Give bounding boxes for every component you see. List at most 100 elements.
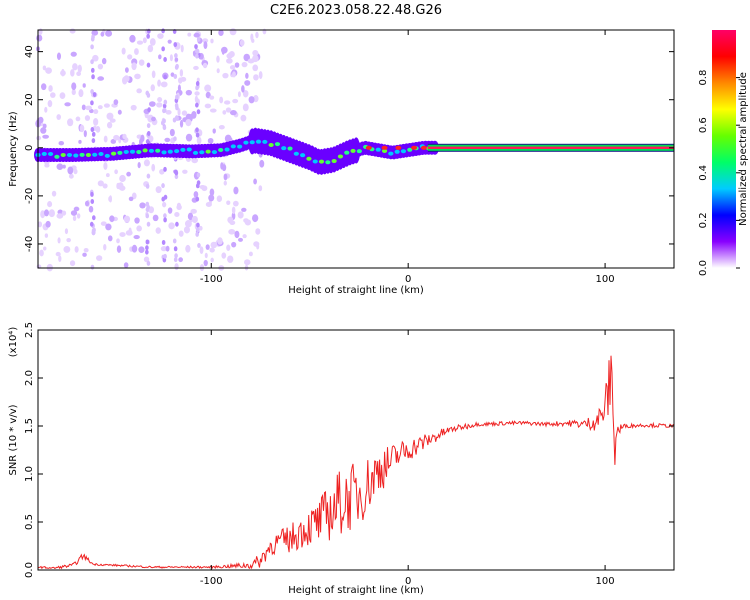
speckle-mark xyxy=(125,230,133,236)
spectrogram-panel: -100 0 100 -40 -20 0 20 40 Height of straight l… xyxy=(8,28,675,296)
speckle-mark xyxy=(63,246,71,253)
ridge-core-mark xyxy=(192,150,199,155)
speckle-mark xyxy=(181,110,188,116)
ridge-core-mark xyxy=(274,142,281,147)
ridge-core-mark xyxy=(111,151,117,156)
speckle-mark xyxy=(45,220,51,228)
speckle-mark xyxy=(43,246,47,251)
speckle-mark xyxy=(237,91,241,98)
speckle-mark xyxy=(204,103,212,109)
snr-ytick-label: 0.5 xyxy=(24,514,35,530)
streak-mark xyxy=(90,198,95,204)
speckle-mark xyxy=(191,157,199,164)
streak-mark xyxy=(174,102,179,108)
speckle-mark xyxy=(220,162,224,170)
snr-panel: -100 0 100 0.0 0.5 1.0 1.5 2.0 2.5 Height of str… xyxy=(8,322,675,596)
ridge-core-mark xyxy=(407,147,413,152)
streak-mark xyxy=(145,213,150,219)
speckle-mark xyxy=(234,230,240,239)
speckle-mark xyxy=(162,201,167,208)
speckle-mark xyxy=(185,133,193,142)
ridge-core-mark xyxy=(54,154,60,159)
speckle-mark xyxy=(61,210,67,216)
speckle-mark xyxy=(178,257,183,263)
speckle-mark xyxy=(83,248,89,253)
streak-mark xyxy=(89,221,94,227)
speckle-mark xyxy=(106,121,113,129)
speckle-mark xyxy=(76,213,81,219)
speckle-mark xyxy=(199,185,206,190)
speckle-mark xyxy=(178,230,184,237)
ridge-core-mark xyxy=(230,144,236,149)
speckle-mark xyxy=(116,182,121,190)
speckle-mark xyxy=(50,92,56,98)
hot-spot-mark xyxy=(411,145,418,150)
speckle-mark xyxy=(165,245,170,252)
ridge-core-mark xyxy=(224,147,230,152)
speckle-mark xyxy=(51,190,57,197)
ridge-core-mark xyxy=(205,149,211,154)
streak-mark xyxy=(161,28,165,34)
speckle-mark xyxy=(228,228,236,235)
speckle-mark xyxy=(42,65,47,71)
speckle-mark xyxy=(81,104,86,111)
streak-mark xyxy=(146,33,150,39)
speckle-mark xyxy=(70,210,78,216)
speckle-mark xyxy=(47,100,53,108)
speckle-mark xyxy=(151,70,156,79)
spectrogram-ytick-label: 0 xyxy=(24,145,35,151)
ridge-core-mark xyxy=(237,144,243,149)
speckle-mark xyxy=(212,128,216,134)
speckle-mark xyxy=(258,71,263,79)
ridge-core-mark xyxy=(312,159,318,164)
streak-mark xyxy=(90,127,95,133)
ridge-core-mark xyxy=(400,149,407,154)
speckle-mark xyxy=(83,130,87,138)
ridge-core-mark xyxy=(388,151,394,156)
speckle-mark xyxy=(103,135,108,143)
streak-mark xyxy=(91,215,96,221)
streak-mark xyxy=(91,74,95,80)
streak-mark xyxy=(91,131,96,137)
speckle-mark xyxy=(242,234,247,239)
streak-mark xyxy=(196,36,201,42)
streak-mark xyxy=(175,115,179,121)
ridge-core-mark xyxy=(148,148,155,153)
speckle-mark xyxy=(225,107,232,113)
snr-xlabel: Height of straight line (km) xyxy=(288,585,424,596)
speckle-mark xyxy=(106,112,114,120)
speckle-mark xyxy=(232,98,239,104)
streak-mark xyxy=(174,64,179,70)
speckle-mark xyxy=(251,214,259,223)
speckle-mark xyxy=(210,257,214,263)
speckle-mark xyxy=(114,169,118,175)
speckle-mark xyxy=(210,241,218,249)
speckle-mark xyxy=(96,255,103,261)
speckle-mark xyxy=(232,200,239,207)
streak-mark xyxy=(163,74,167,80)
speckle-mark xyxy=(194,91,200,96)
snr-frame xyxy=(37,329,675,571)
streak-mark xyxy=(194,44,198,50)
streak-mark xyxy=(196,222,200,228)
speckle-mark xyxy=(185,118,192,127)
speckle-mark xyxy=(218,29,224,36)
speckle-mark xyxy=(190,208,197,214)
speckle-mark xyxy=(109,118,116,123)
speckle-mark xyxy=(129,34,136,43)
speckle-mark xyxy=(36,34,43,42)
ridge-core-mark xyxy=(287,146,293,151)
streak-mark xyxy=(161,46,165,52)
speckle-mark xyxy=(58,255,62,262)
streak-mark xyxy=(163,213,167,219)
speckle-mark xyxy=(127,54,133,60)
speckle-mark xyxy=(217,237,223,245)
speckle-mark xyxy=(160,246,168,252)
speckle-mark xyxy=(131,62,137,71)
speckle-mark xyxy=(224,134,232,143)
streak-mark xyxy=(90,100,94,106)
streak-mark xyxy=(174,169,178,175)
speckle-mark xyxy=(205,91,211,99)
streak-mark xyxy=(161,183,165,189)
hot-spot-mark xyxy=(395,145,402,150)
